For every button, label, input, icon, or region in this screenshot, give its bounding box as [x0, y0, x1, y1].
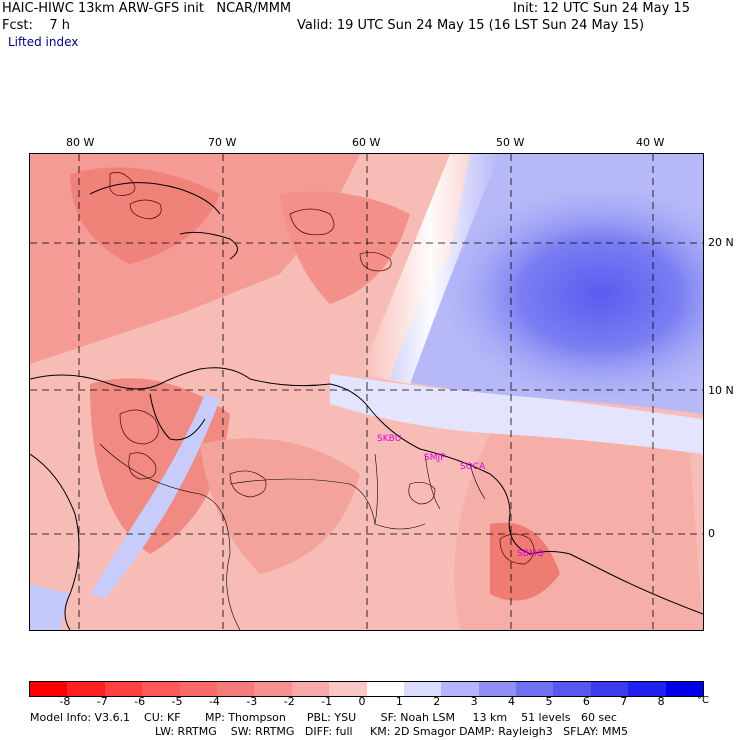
colorbar-tick-label: 0 [358, 695, 366, 708]
lon-label-70w: 70 W [208, 136, 237, 149]
colorbar-bin [142, 682, 180, 696]
hispaniola-coast [179, 231, 238, 260]
contour-6 [128, 452, 157, 480]
contour-9 [408, 482, 436, 505]
colorbar-bin [516, 682, 554, 696]
contour-1 [109, 172, 136, 196]
colorbar-bin [254, 682, 292, 696]
colorbar-bin [67, 682, 105, 696]
colorbar-bin [216, 682, 255, 696]
model-info-line2: LW: RRTMG SW: RRTMG DIFF: full KM: 2D Sm… [155, 725, 628, 738]
colorbar-tick-label: -7 [96, 695, 108, 708]
map-panel: SKBU SMJP SOCA SBMQ [29, 153, 704, 631]
colorbar-tick-label: -3 [246, 695, 258, 708]
border-suriname [424, 453, 441, 510]
colorbar-bin [329, 682, 367, 696]
border-french-guiana [469, 463, 486, 500]
colorbar-bin [179, 682, 217, 696]
lat-label-10n: 10 N [708, 384, 734, 397]
model-info-line1: Model Info: V3.6.1 CU: KF MP: Thompson P… [30, 711, 617, 724]
valid-time: Valid: 19 UTC Sun 24 May 15 (16 LST Sun … [297, 18, 645, 33]
station-label: SOCA [460, 462, 486, 472]
contour-4 [359, 252, 392, 272]
maracaibo-coast [149, 393, 206, 441]
colorbar-tick-label: -8 [59, 695, 71, 708]
lon-label-40w: 40 W [636, 136, 665, 149]
station-label: SMJP [424, 453, 446, 463]
pacific-stable-patch [30, 584, 70, 630]
colorbar-tick-label: 6 [582, 695, 590, 708]
colorbar-tick-label: -1 [321, 695, 333, 708]
colorbar-bin [590, 682, 629, 696]
borders [99, 443, 486, 630]
station-label: SKBU [377, 434, 401, 444]
colorbar-tick-label: 7 [620, 695, 628, 708]
colorbar-bin [403, 682, 442, 696]
init-time: Init: 12 UTC Sun 24 May 15 [513, 1, 690, 16]
border-guyana [374, 453, 426, 530]
lat-label-20n: 20 N [708, 236, 734, 249]
colorbar-bin [104, 682, 143, 696]
title-line: HAIC-HIWC 13km ARW-GFS init NCAR/MMM [2, 1, 292, 16]
colorbar-bin [553, 682, 591, 696]
colorbar-tick-label: 4 [508, 695, 516, 708]
colorbar-tick-label: 2 [433, 695, 441, 708]
colorbar-tick-label: 5 [545, 695, 553, 708]
colorbar-bin [291, 682, 330, 696]
colorbar-bin [478, 682, 517, 696]
contour-2 [129, 199, 162, 220]
south-america-coast [30, 367, 703, 615]
colorbar-tick-label: -4 [208, 695, 220, 708]
contour-3 [289, 208, 335, 236]
border-venezuela [229, 478, 376, 525]
contour-5 [119, 409, 159, 445]
station-label: SBMQ [517, 549, 544, 559]
lon-label-60w: 60 W [352, 136, 381, 149]
lon-label-80w: 80 W [66, 136, 95, 149]
venezuela-interior-region [200, 438, 360, 574]
transition-band [360, 154, 500, 384]
colorbar-bin [366, 682, 404, 696]
colorbar-bin [628, 682, 666, 696]
eastern-caribbean-region [280, 191, 410, 304]
forecast-hour: Fcst: 7 h [2, 18, 71, 33]
lon-label-50w: 50 W [496, 136, 525, 149]
blue-core [440, 184, 703, 404]
contour-7 [229, 470, 267, 498]
graticule [30, 154, 703, 630]
border-colombia [99, 443, 241, 630]
cuba-coast [89, 182, 221, 215]
equatorial-light-band [330, 374, 703, 454]
colorbar-tick-label: -6 [134, 695, 146, 708]
field-name: Lifted index [8, 35, 79, 49]
colorbar-bin [441, 682, 479, 696]
colorbar-tick-label: 1 [395, 695, 403, 708]
colorbar-bin [30, 682, 68, 696]
andes-stable-strip [90, 394, 220, 599]
lat-label-0: 0 [708, 527, 715, 540]
amazon-delta-region [490, 522, 560, 601]
colorbar [29, 681, 704, 697]
colorbar-bin [665, 682, 704, 696]
colorbar-tick-label: -5 [171, 695, 183, 708]
greater-antilles-region [70, 167, 220, 264]
lifted-index-map: SKBU SMJP SOCA SBMQ [30, 154, 703, 630]
colorbar-unit: °C [697, 695, 709, 706]
colorbar-tick-label: 3 [470, 695, 478, 708]
colorbar-tick-label: -2 [283, 695, 295, 708]
colorbar-tick-label: 8 [657, 695, 665, 708]
